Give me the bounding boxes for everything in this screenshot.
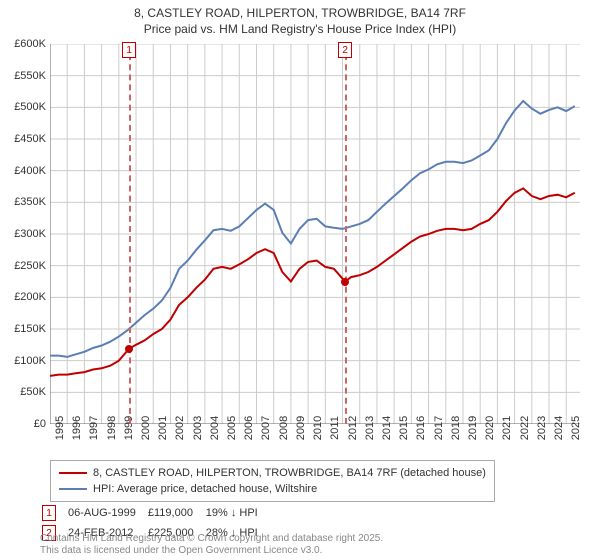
x-axis-label: 2019	[467, 416, 479, 440]
title-subtitle: Price paid vs. HM Land Registry's House …	[0, 22, 600, 38]
y-axis-label: £400K	[6, 165, 46, 177]
x-axis-label: 2023	[536, 416, 548, 440]
x-axis-label: 1997	[88, 416, 100, 440]
legend: 8, CASTLEY ROAD, HILPERTON, TROWBRIDGE, …	[50, 460, 495, 502]
footnote-price: £119,000	[148, 504, 204, 522]
footnote-hpi-delta: 19% ↓ HPI	[206, 504, 268, 522]
y-axis-label: £250K	[6, 260, 46, 272]
x-axis-label: 2016	[415, 416, 427, 440]
y-axis-label: £600K	[6, 38, 46, 50]
x-axis-label: 2002	[174, 416, 186, 440]
legend-label: 8, CASTLEY ROAD, HILPERTON, TROWBRIDGE, …	[93, 465, 486, 481]
footnote-marker: 1	[42, 505, 56, 521]
copyright-line: Contains HM Land Registry data © Crown c…	[40, 533, 383, 544]
y-axis-label: £100K	[6, 355, 46, 367]
x-axis-label: 2003	[192, 416, 204, 440]
legend-swatch-hpi	[59, 488, 87, 490]
x-axis-label: 2000	[140, 416, 152, 440]
x-axis-label: 2022	[519, 416, 531, 440]
y-axis-label: £350K	[6, 196, 46, 208]
title-address: 8, CASTLEY ROAD, HILPERTON, TROWBRIDGE, …	[0, 6, 600, 22]
sale-marker-box: 2	[338, 42, 352, 58]
x-axis-label: 2017	[433, 416, 445, 440]
y-axis-label: £300K	[6, 228, 46, 240]
legend-item-hpi: HPI: Average price, detached house, Wilt…	[59, 481, 486, 497]
x-axis-label: 2020	[484, 416, 496, 440]
sale-marker-line	[129, 44, 131, 424]
y-axis-label: £200K	[6, 291, 46, 303]
x-axis-label: 1998	[106, 416, 118, 440]
chart-title-block: 8, CASTLEY ROAD, HILPERTON, TROWBRIDGE, …	[0, 0, 600, 37]
copyright-text: Contains HM Land Registry data © Crown c…	[40, 533, 383, 556]
x-axis-label: 2010	[312, 416, 324, 440]
x-axis-label: 2005	[226, 416, 238, 440]
x-axis-label: 2014	[381, 416, 393, 440]
x-axis-label: 2009	[295, 416, 307, 440]
footnote-date: 06-AUG-1999	[68, 504, 146, 522]
y-axis-label: £150K	[6, 323, 46, 335]
x-axis-label: 2012	[347, 416, 359, 440]
legend-swatch-price-paid	[59, 472, 87, 474]
x-axis-label: 2013	[364, 416, 376, 440]
x-axis-label: 2006	[243, 416, 255, 440]
x-axis-label: 1996	[71, 416, 83, 440]
y-axis-label: £550K	[6, 70, 46, 82]
chart-container: 8, CASTLEY ROAD, HILPERTON, TROWBRIDGE, …	[0, 0, 600, 560]
y-axis-label: £0	[6, 418, 46, 430]
x-axis-label: 2007	[260, 416, 272, 440]
sale-dot	[341, 278, 349, 286]
x-axis-label: 2004	[209, 416, 221, 440]
copyright-line: This data is licensed under the Open Gov…	[40, 545, 322, 556]
x-axis-label: 2011	[329, 416, 341, 440]
y-axis-label: £450K	[6, 133, 46, 145]
sale-dot	[125, 345, 133, 353]
x-axis-label: 2025	[570, 416, 582, 440]
x-axis-label: 2018	[450, 416, 462, 440]
x-axis-label: 2024	[553, 416, 565, 440]
y-axis-label: £50K	[6, 386, 46, 398]
legend-item-price-paid: 8, CASTLEY ROAD, HILPERTON, TROWBRIDGE, …	[59, 465, 486, 481]
footnote-row: 1 06-AUG-1999 £119,000 19% ↓ HPI	[42, 504, 268, 522]
x-axis-label: 2021	[501, 416, 513, 440]
sale-marker-line	[345, 44, 347, 424]
x-axis-label: 2015	[398, 416, 410, 440]
legend-label: HPI: Average price, detached house, Wilt…	[93, 481, 317, 497]
x-axis-label: 2001	[157, 416, 169, 440]
x-axis-label: 2008	[278, 416, 290, 440]
sale-marker-box: 1	[122, 42, 136, 58]
plot-area: £0£50K£100K£150K£200K£250K£300K£350K£400…	[50, 44, 580, 424]
y-axis-label: £500K	[6, 101, 46, 113]
x-axis-label: 1995	[54, 416, 66, 440]
